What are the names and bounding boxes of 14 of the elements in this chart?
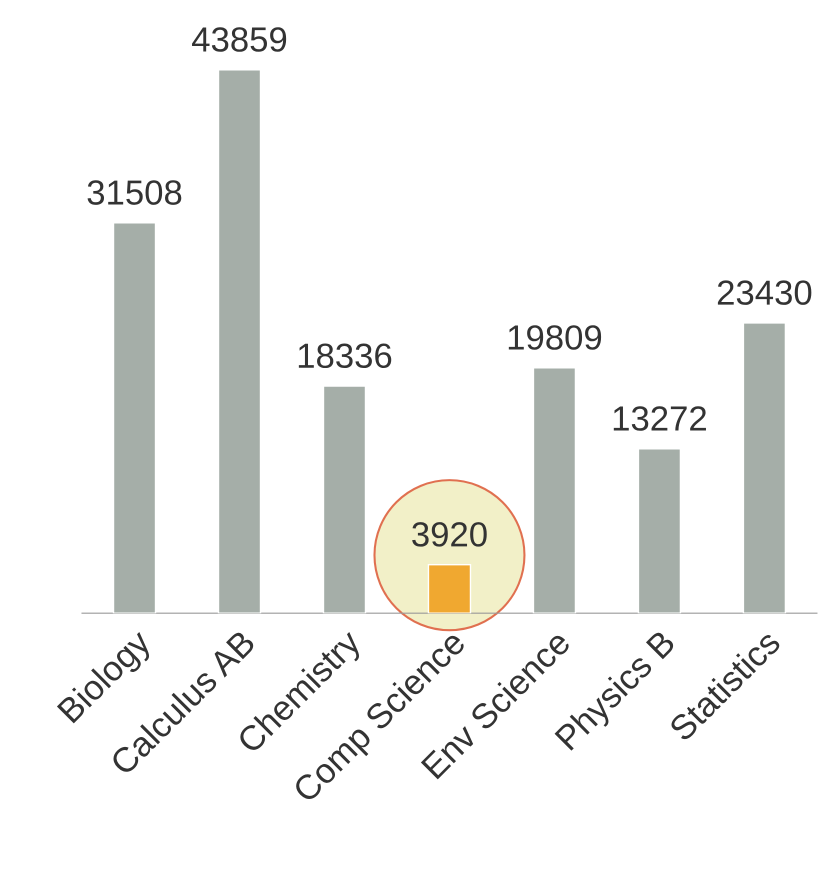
data-label: 19809 [508,325,602,350]
bar [322,385,366,614]
data-label: 18336 [298,343,392,368]
bar [638,448,682,614]
bar [218,69,262,614]
data-label: 31508 [88,180,182,205]
bar [428,564,472,614]
data-label: 13272 [614,406,706,431]
data-label: 23430 [718,280,812,305]
bar [532,367,576,614]
bar [112,222,156,614]
data-label: 3920 [412,522,487,547]
data-label: 43859 [192,27,286,52]
bar [742,322,786,614]
